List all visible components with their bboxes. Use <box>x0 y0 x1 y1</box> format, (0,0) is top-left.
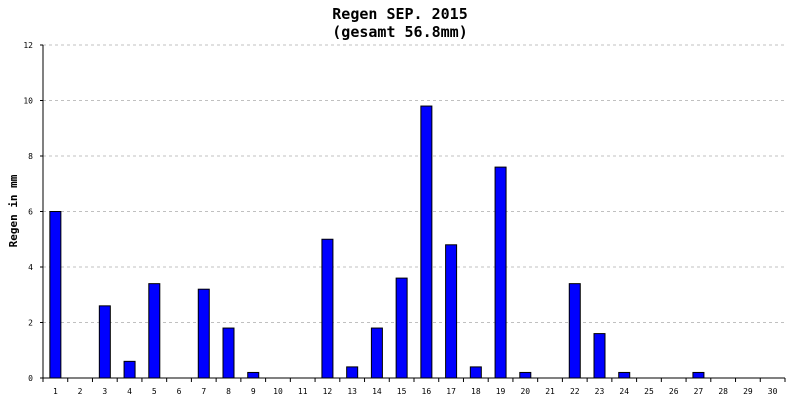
bars <box>49 105 705 379</box>
bar-day-1 <box>49 211 62 379</box>
bar-day-18 <box>469 366 482 379</box>
x-tick-label: 20 <box>520 387 530 396</box>
bar-day-16 <box>420 105 433 379</box>
bar-day-17 <box>445 244 458 379</box>
y-tick-label: 2 <box>28 319 33 328</box>
bar-day-23 <box>593 333 606 379</box>
x-tick-label: 11 <box>298 387 308 396</box>
x-tick-label: 24 <box>619 387 629 396</box>
x-tick-label: 27 <box>694 387 704 396</box>
bar-day-15 <box>395 277 408 379</box>
bar-day-3 <box>98 305 111 379</box>
bar-day-12 <box>321 238 334 379</box>
x-tick-label: 15 <box>397 387 407 396</box>
bar-day-24 <box>618 371 631 379</box>
y-tick-label: 0 <box>28 374 33 383</box>
x-tick-label: 18 <box>471 387 481 396</box>
x-tick-label: 29 <box>743 387 753 396</box>
x-tick-label: 13 <box>347 387 357 396</box>
x-tick-label: 5 <box>152 387 157 396</box>
x-tick-label: 21 <box>545 387 555 396</box>
y-tick-label: 4 <box>28 263 33 272</box>
y-tick-label: 8 <box>28 152 33 161</box>
x-tick-label: 3 <box>102 387 107 396</box>
x-tick-label: 26 <box>669 387 679 396</box>
bar-day-19 <box>494 166 507 379</box>
x-tick-label: 25 <box>644 387 654 396</box>
bar-day-20 <box>519 371 532 379</box>
bar-day-4 <box>123 360 136 379</box>
y-tick-label: 12 <box>23 41 33 50</box>
bar-day-27 <box>692 371 705 379</box>
bar-day-22 <box>568 283 581 379</box>
y-axis-label: Regen in mm <box>7 174 20 247</box>
y-tick-label: 10 <box>23 97 33 106</box>
bar-day-13 <box>346 366 359 379</box>
bar-day-14 <box>370 327 383 379</box>
x-tick-label: 2 <box>78 387 83 396</box>
x-ticks: 1 2 3 4 5 6 7 8 9 10 11 12 13 14 15 16 17 18 19 20 21 22 23 24 2… <box>42 378 786 396</box>
x-tick-label: 10 <box>273 387 283 396</box>
x-tick-label: 14 <box>372 387 382 396</box>
x-tick-label: 1 <box>53 387 58 396</box>
bar-day-5 <box>148 283 161 379</box>
bar-day-9 <box>247 371 260 379</box>
y-ticks: 0 2 4 6 8 10 12 <box>23 41 43 383</box>
x-tick-label: 9 <box>251 387 256 396</box>
grid-lines <box>43 44 785 323</box>
x-tick-label: 7 <box>201 387 206 396</box>
x-tick-label: 17 <box>446 387 456 396</box>
y-tick-label: 6 <box>28 208 33 217</box>
x-tick-label: 19 <box>496 387 506 396</box>
chart-subtitle: (gesamt 56.8mm) <box>332 23 467 41</box>
bar-day-7 <box>197 288 210 379</box>
x-tick-label: 28 <box>718 387 728 396</box>
x-tick-label: 23 <box>595 387 605 396</box>
chart-title: Regen SEP. 2015 <box>332 5 467 23</box>
x-tick-label: 6 <box>177 387 182 396</box>
x-tick-label: 16 <box>422 387 432 396</box>
x-tick-label: 30 <box>768 387 778 396</box>
x-tick-label: 8 <box>226 387 231 396</box>
x-tick-label: 22 <box>570 387 580 396</box>
bar-day-8 <box>222 327 235 379</box>
x-tick-label: 12 <box>323 387 333 396</box>
x-tick-label: 4 <box>127 387 132 396</box>
